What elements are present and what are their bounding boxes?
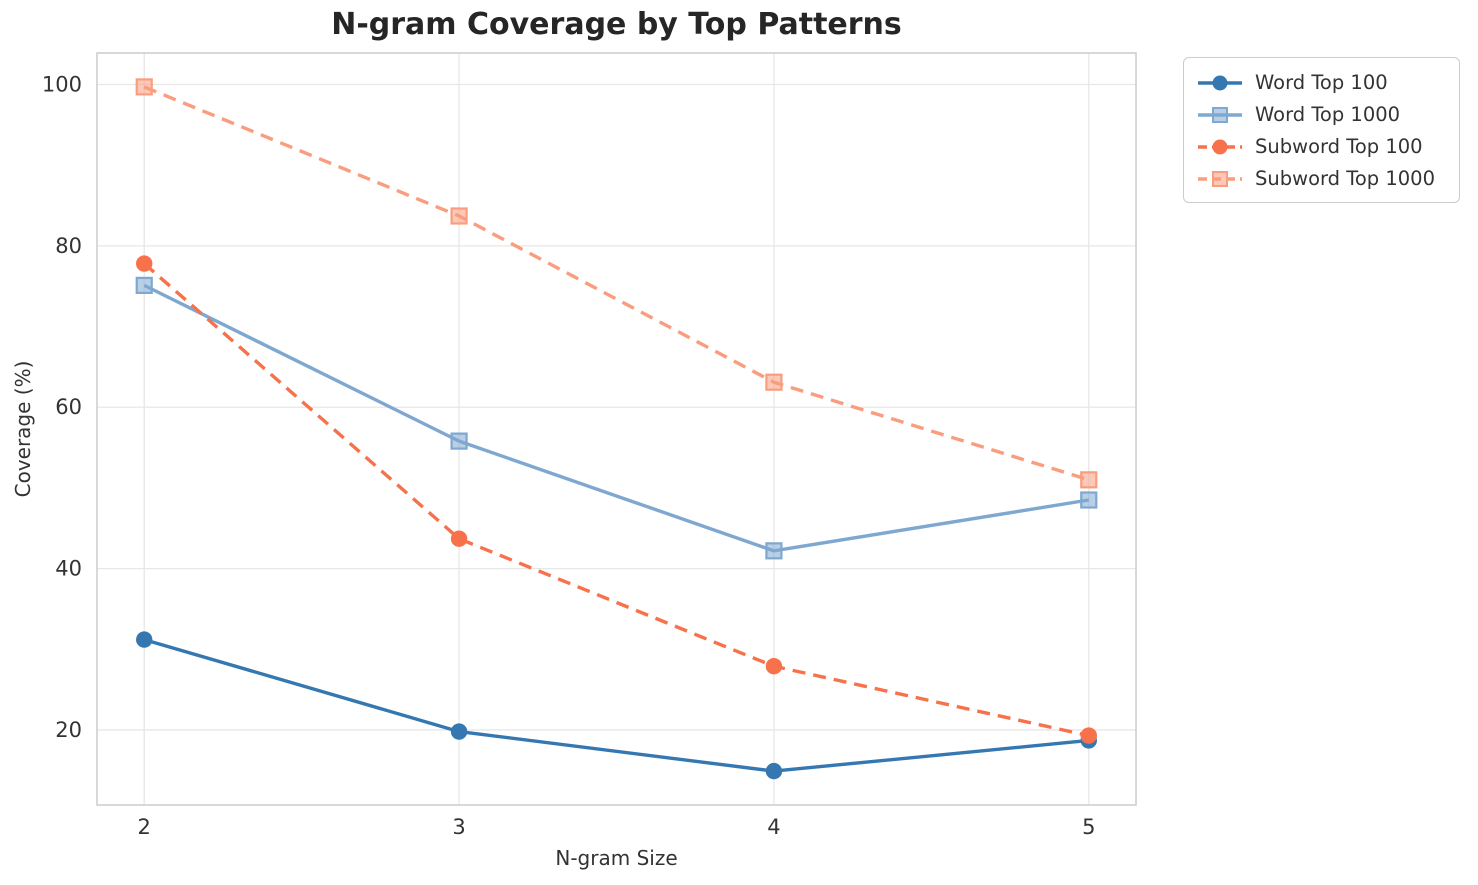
data-point-word-top-1000 <box>765 542 783 560</box>
legend-swatch-dashed-line-icon <box>1198 170 1242 187</box>
circle-marker-icon <box>1212 75 1228 90</box>
data-point-word-top-100 <box>136 631 153 648</box>
plot-border <box>96 52 1137 806</box>
series-line-word-top-100 <box>143 637 1089 773</box>
data-point-subword-top-1000 <box>765 373 783 391</box>
square-marker-icon <box>1212 106 1228 123</box>
data-point-subword-top-100 <box>136 255 153 272</box>
x-tick-label: 3 <box>452 815 465 839</box>
y-tick-label: 100 <box>42 72 82 96</box>
series-line-subword-top-1000 <box>143 85 1090 482</box>
legend-label: Subword Top 100 <box>1255 135 1423 158</box>
x-tick-label: 4 <box>767 815 780 839</box>
legend-item-word-top-100: Word Top 100 <box>1196 68 1447 97</box>
data-point-word-top-1000 <box>135 276 153 294</box>
legend-swatch-solid-line-icon <box>1198 75 1242 90</box>
x-tick-label: 5 <box>1082 815 1095 839</box>
data-point-subword-top-1000 <box>450 207 468 225</box>
series-line-word-top-1000 <box>143 283 1090 553</box>
data-point-word-top-1000 <box>1080 491 1098 509</box>
square-marker-icon <box>1212 170 1228 187</box>
legend: Word Top 100 Word Top 1000 Subword Top 100… <box>1183 57 1460 203</box>
legend-label: Word Top 1000 <box>1255 103 1401 126</box>
x-tick-label: 2 <box>138 815 151 839</box>
y-tick-label: 60 <box>55 395 82 419</box>
y-tick-label: 20 <box>55 718 82 742</box>
legend-item-subword-top-1000: Subword Top 1000 <box>1196 164 1447 193</box>
data-point-subword-top-1000 <box>1080 471 1098 489</box>
legend-label: Subword Top 1000 <box>1255 167 1435 190</box>
legend-swatch-dashed-line-icon <box>1198 139 1242 154</box>
y-tick-label: 80 <box>55 234 82 258</box>
legend-swatch-solid-line-icon <box>1198 106 1242 123</box>
data-point-subword-top-1000 <box>135 78 153 96</box>
data-point-subword-top-100 <box>1080 727 1097 744</box>
legend-item-word-top-1000: Word Top 1000 <box>1196 100 1447 129</box>
data-point-subword-top-100 <box>450 530 468 547</box>
data-point-word-top-1000 <box>450 432 468 450</box>
chart-title: N-gram Coverage by Top Patterns <box>331 7 902 42</box>
legend-item-subword-top-100: Subword Top 100 <box>1196 132 1447 161</box>
series-line-subword-top-100 <box>143 262 1090 738</box>
y-tick-label: 40 <box>55 557 82 581</box>
data-point-word-top-100 <box>765 762 783 780</box>
circle-marker-icon <box>1212 139 1228 154</box>
data-point-subword-top-100 <box>765 658 783 675</box>
data-point-word-top-100 <box>450 723 468 740</box>
x-axis-label: N-gram Size <box>555 846 678 870</box>
legend-label: Word Top 100 <box>1255 71 1388 94</box>
